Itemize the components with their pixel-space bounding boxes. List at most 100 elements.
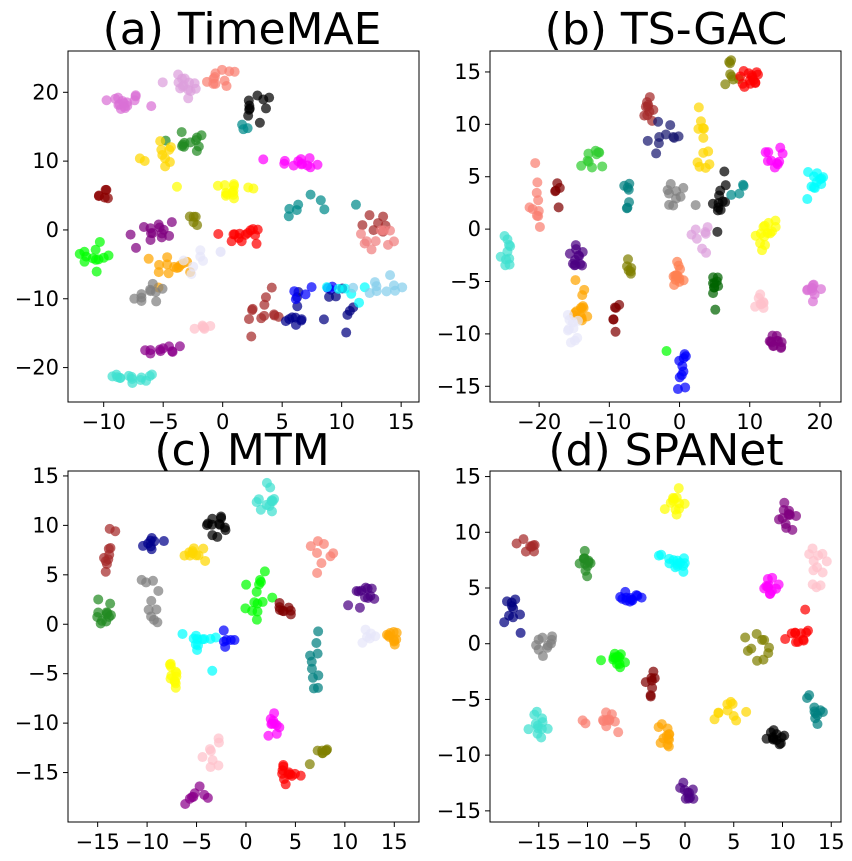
x-tick-label: 15 bbox=[818, 830, 845, 854]
data-point bbox=[267, 592, 278, 603]
data-point bbox=[261, 477, 272, 488]
data-point bbox=[207, 755, 218, 766]
x-tick-label: 0 bbox=[239, 830, 252, 854]
data-point bbox=[228, 185, 239, 196]
data-point bbox=[390, 285, 401, 296]
data-point bbox=[258, 154, 269, 165]
data-point bbox=[341, 327, 352, 338]
data-point bbox=[215, 246, 226, 257]
data-point bbox=[100, 556, 111, 567]
data-point bbox=[365, 628, 376, 639]
data-point bbox=[590, 145, 601, 156]
data-point bbox=[195, 245, 206, 256]
x-tick-label: −10 bbox=[125, 830, 169, 854]
data-point bbox=[674, 355, 685, 366]
data-point bbox=[774, 514, 785, 525]
data-point bbox=[225, 635, 236, 646]
data-point bbox=[614, 658, 625, 669]
data-point bbox=[675, 191, 686, 202]
data-point bbox=[283, 211, 294, 222]
data-point bbox=[698, 132, 709, 143]
data-point bbox=[279, 155, 290, 166]
data-point bbox=[166, 217, 177, 228]
data-point bbox=[162, 252, 173, 263]
data-point bbox=[210, 78, 221, 89]
data-point bbox=[308, 683, 319, 694]
data-point bbox=[129, 293, 140, 304]
data-point bbox=[598, 716, 609, 727]
data-point bbox=[664, 188, 675, 199]
data-point bbox=[700, 162, 711, 173]
data-point bbox=[680, 382, 691, 393]
data-point bbox=[244, 100, 255, 111]
x-tick-label: 10 bbox=[736, 410, 763, 434]
data-point bbox=[578, 302, 589, 313]
data-point bbox=[582, 311, 593, 322]
data-point bbox=[579, 284, 590, 295]
data-point bbox=[210, 632, 221, 643]
data-point bbox=[364, 210, 375, 221]
y-tick-label: 15 bbox=[454, 60, 481, 84]
data-point bbox=[102, 193, 113, 204]
x-tick-label: 5 bbox=[289, 830, 302, 854]
data-point bbox=[679, 558, 690, 569]
data-point bbox=[260, 103, 271, 114]
panel-title: (d) SPANet bbox=[548, 425, 783, 476]
data-point bbox=[720, 180, 731, 191]
data-point bbox=[653, 550, 664, 561]
data-point bbox=[504, 259, 515, 270]
data-point bbox=[219, 180, 230, 191]
data-point bbox=[342, 309, 353, 320]
data-point bbox=[288, 160, 299, 171]
x-tick-label: −5 bbox=[148, 410, 179, 434]
data-point bbox=[738, 179, 749, 190]
data-point bbox=[802, 194, 813, 205]
data-point bbox=[319, 204, 330, 215]
y-tick-label: 0 bbox=[468, 217, 481, 241]
data-point bbox=[537, 651, 548, 662]
data-point bbox=[107, 371, 118, 382]
y-tick-label: −10 bbox=[437, 322, 481, 346]
data-point bbox=[305, 162, 316, 173]
data-point bbox=[93, 607, 104, 618]
data-point bbox=[755, 228, 766, 239]
panel-timemae: (a) TimeMAE −10 −5 0 5 10 15 −20 −10 0 10 20 bbox=[15, 4, 420, 434]
data-point bbox=[351, 585, 362, 596]
data-point bbox=[364, 288, 375, 299]
data-point bbox=[741, 706, 752, 717]
x-tick-label: 20 bbox=[807, 410, 834, 434]
x-tick-label: 10 bbox=[331, 830, 358, 854]
panel-title: (c) MTM bbox=[154, 425, 329, 476]
data-point bbox=[312, 547, 323, 558]
x-tick-label: 10 bbox=[769, 830, 796, 854]
data-point bbox=[642, 135, 653, 146]
data-point bbox=[284, 203, 295, 214]
data-point bbox=[757, 245, 768, 256]
data-point bbox=[79, 256, 90, 267]
data-point bbox=[758, 654, 769, 665]
data-point bbox=[781, 522, 792, 533]
data-point bbox=[376, 225, 387, 236]
data-point bbox=[171, 181, 182, 192]
data-point bbox=[151, 604, 162, 615]
data-point bbox=[731, 715, 742, 726]
data-point bbox=[764, 589, 775, 600]
data-point bbox=[134, 153, 145, 164]
data-point bbox=[104, 523, 115, 534]
data-point bbox=[189, 323, 200, 334]
data-point bbox=[668, 200, 679, 211]
data-point bbox=[204, 744, 215, 755]
data-point bbox=[719, 166, 730, 177]
data-point bbox=[654, 131, 665, 142]
x-tick-label: 15 bbox=[388, 410, 415, 434]
data-point bbox=[608, 314, 619, 325]
data-point bbox=[143, 253, 154, 264]
data-point bbox=[810, 713, 821, 724]
data-point bbox=[361, 236, 372, 247]
data-point bbox=[572, 332, 583, 343]
data-point bbox=[640, 677, 651, 688]
data-point bbox=[579, 545, 590, 556]
data-point bbox=[251, 497, 262, 508]
y-tick-label: −10 bbox=[15, 711, 59, 735]
